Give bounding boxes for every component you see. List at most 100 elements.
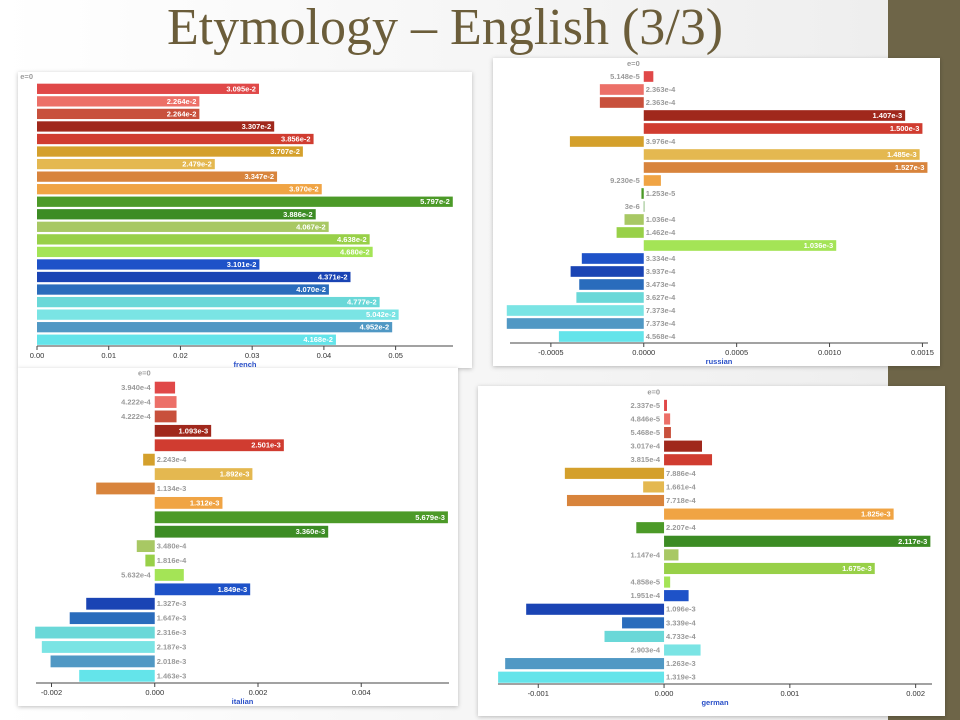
bar: [35, 626, 155, 639]
bar: [643, 149, 920, 160]
value-label: e=0: [138, 369, 151, 378]
value-label: 1.485e-3: [887, 150, 917, 159]
bar: [37, 221, 329, 232]
bar: [37, 296, 380, 308]
value-label: 4.846e-5: [630, 414, 660, 423]
value-label: 2.187e-3: [157, 642, 187, 651]
bar: [526, 603, 665, 615]
value-label: 4.952e-2: [360, 323, 390, 332]
bar: [37, 334, 336, 345]
value-label: 1.816e-4: [157, 556, 187, 565]
x-tick-label: 0.002: [906, 689, 925, 698]
bar: [579, 279, 644, 290]
value-label: 1.319e-3: [666, 673, 696, 682]
x-tick-label: 0.0005: [725, 348, 748, 357]
value-label: 1.093e-3: [179, 426, 209, 435]
bar: [37, 309, 399, 320]
bar: [558, 331, 644, 342]
value-label: 5.042e-2: [366, 310, 396, 319]
value-label: 4.638e-2: [337, 235, 367, 244]
value-label: 4.858e-5: [630, 578, 660, 587]
value-label: 4.067e-2: [296, 222, 326, 231]
value-label: 4.777e-2: [347, 298, 377, 307]
value-label: 3.970e-2: [289, 185, 319, 194]
x-tick-label: 0.05: [388, 351, 403, 360]
value-label: 3.815e-4: [630, 455, 660, 464]
x-tick-label: 0.02: [173, 351, 188, 360]
bar: [664, 440, 703, 452]
bar: [86, 597, 155, 610]
x-tick-label: 0.000: [655, 689, 674, 698]
bar: [576, 292, 644, 303]
bar: [566, 494, 665, 507]
bar: [604, 630, 665, 643]
bar: [664, 590, 689, 602]
x-tick-label: 0.004: [352, 688, 371, 697]
bar: [599, 97, 644, 108]
value-label: 3.886e-2: [283, 210, 313, 219]
value-label: 3.937e-4: [646, 267, 676, 276]
bar: [37, 171, 278, 182]
bar: [664, 535, 931, 547]
bar: [37, 146, 303, 157]
value-label: 1.463e-3: [157, 671, 187, 680]
value-label: 2.117e-3: [898, 537, 927, 546]
value-label: 1.500e-3: [890, 124, 920, 133]
value-label: 2.243e-4: [157, 455, 187, 464]
value-label: 3.940e-4: [121, 383, 151, 392]
bar: [154, 468, 253, 480]
value-label: 3.856e-2: [281, 134, 311, 143]
value-label: 1.147e-4: [630, 550, 660, 559]
bar: [154, 569, 184, 581]
value-label: e=0: [627, 59, 640, 68]
x-axis-label: russian: [706, 357, 733, 366]
value-label: 2.264e-2: [167, 109, 197, 118]
value-label: 2.501e-3: [251, 441, 281, 450]
value-label: 1.892e-3: [220, 470, 250, 479]
bar: [37, 322, 393, 333]
value-label: 5.797e-2: [420, 197, 450, 206]
bar: [37, 271, 351, 283]
bar: [664, 549, 679, 561]
value-label: 3.627e-4: [646, 293, 676, 302]
x-tick-label: -0.0005: [538, 348, 563, 357]
value-label: 3.334e-4: [646, 254, 676, 263]
value-label: 5.148e-5: [610, 72, 640, 81]
value-label: 2.337e-5: [630, 401, 660, 410]
bar: [564, 467, 665, 479]
bar: [643, 123, 923, 134]
value-label: 7.886e-4: [666, 469, 696, 478]
bar: [154, 496, 223, 509]
bar: [599, 84, 644, 95]
bar: [643, 175, 661, 186]
value-label: 3.976e-4: [646, 137, 676, 146]
bar: [37, 196, 453, 207]
x-tick-label: 0.0000: [632, 348, 655, 357]
value-label: 2.903e-4: [630, 646, 660, 655]
bar: [37, 209, 316, 220]
bar: [154, 439, 284, 452]
value-label: 2.363e-4: [646, 85, 676, 94]
bar: [664, 399, 667, 411]
bar: [624, 214, 644, 225]
bar: [643, 110, 906, 121]
value-label: 7.373e-4: [646, 306, 676, 315]
value-label: 3.095e-2: [226, 84, 256, 93]
bar: [636, 522, 665, 534]
value-label: 1.951e-4: [630, 591, 660, 600]
value-label: 2.018e-3: [157, 657, 187, 666]
value-label: e=0: [647, 387, 660, 396]
value-label: 3e-6: [625, 202, 640, 211]
bar: [569, 136, 644, 147]
bar: [643, 201, 645, 212]
value-label: 2.479e-2: [182, 160, 212, 169]
value-label: 4.680e-2: [340, 247, 370, 256]
value-label: 3.480e-4: [157, 542, 187, 551]
value-label: 1.675e-3: [842, 564, 872, 573]
bar: [37, 121, 275, 132]
bar: [37, 83, 259, 94]
value-label: 1.036e-3: [804, 241, 834, 250]
bar: [154, 410, 177, 423]
x-tick-label: 0.001: [780, 689, 799, 698]
bar: [50, 655, 155, 668]
